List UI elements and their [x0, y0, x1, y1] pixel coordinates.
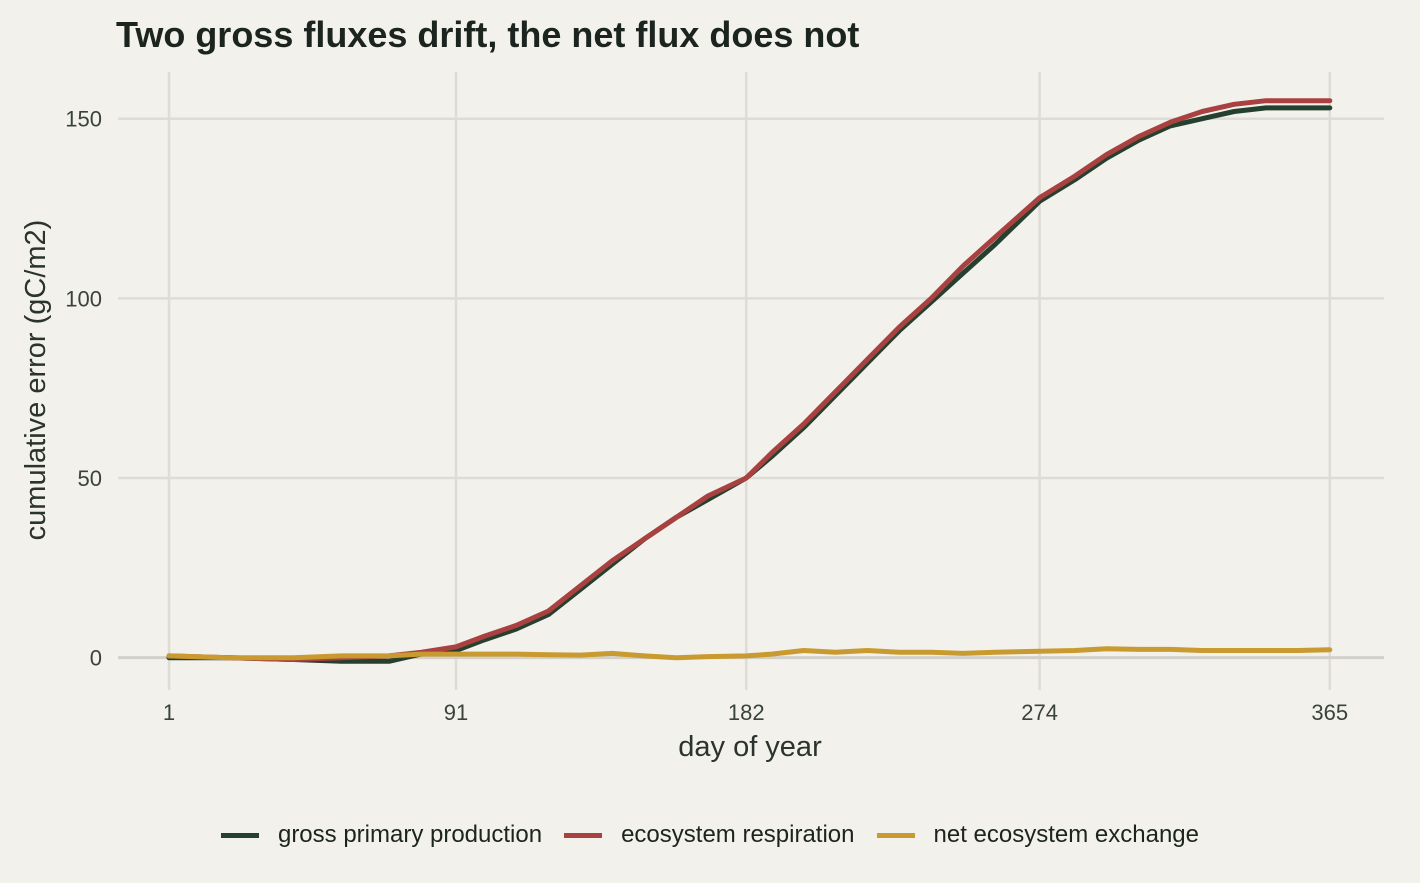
series-line-respiration [166, 98, 1333, 662]
legend-item-respiration: ecosystem respiration [564, 821, 855, 849]
legend-label-nee: net ecosystem exchange [933, 821, 1200, 848]
y-tick-label: 150 [65, 107, 102, 132]
x-axis-label: day of year [678, 731, 822, 763]
chart-title: Two gross fluxes drift, the net flux doe… [116, 14, 860, 55]
x-tick-label: 1 [163, 700, 175, 725]
legend-key-nee [876, 832, 915, 838]
grid-lines [118, 72, 1384, 690]
x-tick-label: 365 [1311, 700, 1348, 725]
series-lines [166, 98, 1333, 664]
y-axis-label: cumulative error (gC/m2) [20, 220, 52, 541]
y-tick-label: 50 [78, 466, 102, 491]
x-tick-label: 274 [1021, 700, 1058, 725]
y-tick-label: 100 [65, 286, 102, 311]
y-tick-label: 0 [90, 646, 102, 671]
legend-key-respiration [564, 832, 603, 838]
series-line-nee [166, 646, 1333, 661]
series-line-gpp [166, 105, 1333, 664]
legend: gross primary production ecosystem respi… [0, 818, 1420, 852]
legend-item-nee: net ecosystem exchange [876, 821, 1200, 849]
x-tick-label: 91 [444, 700, 468, 725]
legend-item-gpp: gross primary production [220, 821, 543, 849]
legend-key-gpp [220, 832, 259, 838]
legend-label-respiration: ecosystem respiration [621, 821, 855, 848]
x-tick-label: 182 [728, 700, 765, 725]
legend-label-gpp: gross primary production [277, 821, 543, 848]
line-chart: 0 50 100 150 1 91 182 274 365 day of year cumula… [20, 72, 1384, 763]
tick-labels: 0 50 100 150 1 91 182 274 365 [65, 107, 1348, 725]
